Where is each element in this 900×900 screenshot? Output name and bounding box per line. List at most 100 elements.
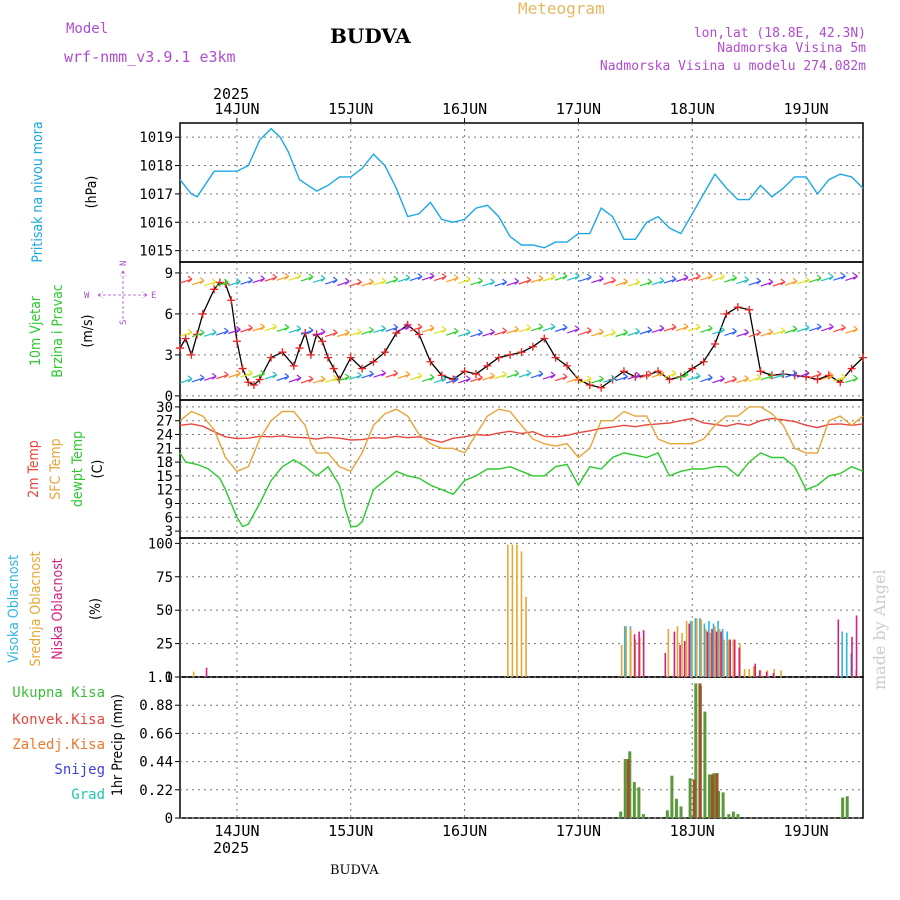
wind-speed-marker [494, 353, 503, 362]
wind-barb [204, 372, 217, 381]
wind-barb [228, 278, 241, 287]
wind-barb [579, 327, 592, 336]
wind-barb [712, 375, 725, 384]
wind-barb [458, 328, 471, 337]
wind-barb [518, 324, 532, 333]
wind-barb [397, 323, 411, 332]
wind-ytick-label: 0 [165, 389, 173, 405]
date-label-bottom: 14JUN [214, 822, 259, 840]
low-cloud-label: Niska Oblacnost [50, 558, 66, 660]
wind-barb [603, 374, 616, 383]
pressure-label: Pritisak na nivou mora [30, 121, 46, 262]
wind-barb [796, 276, 810, 285]
wind-barb [688, 372, 701, 381]
wind-speed-marker [540, 334, 549, 343]
precip-ytick-label: 1.1 [148, 670, 173, 686]
total-precip-bar [703, 711, 707, 818]
precip-legend-1: Ukupna Kisa [12, 685, 105, 701]
total-precip-bar [736, 814, 740, 818]
wind-barb [736, 375, 749, 384]
wind-barb [760, 372, 774, 381]
wind-barb [784, 325, 798, 334]
wind-barb [724, 327, 737, 336]
pressure-ytick-label: 1019 [139, 130, 173, 146]
wind-barb [349, 371, 362, 380]
wind-barb [579, 273, 592, 282]
wind-barb [337, 329, 350, 338]
wind-barb [603, 329, 616, 338]
wind-barb [288, 272, 302, 281]
temperature-ytick-label: 18 [156, 455, 173, 471]
wind-speed-marker [210, 285, 219, 294]
wind-barb [216, 371, 229, 380]
wind-barb [639, 326, 653, 335]
wind-speed-marker [688, 364, 697, 373]
temperature-ytick-label: 30 [156, 400, 173, 416]
total-precip-bar [721, 792, 725, 818]
dewpt-label: dewpt Temp [70, 431, 86, 507]
plot-layer: 1015101610171018101903693691215182124273… [6, 100, 867, 840]
wind-barb [796, 369, 810, 378]
wind-barb [591, 275, 604, 284]
wind-barb [675, 323, 689, 332]
wind-barb [482, 372, 495, 381]
temp-2m-label: 2m Temp [26, 440, 42, 498]
wind-speed-marker [836, 378, 845, 387]
precip-legend-3: Zaledj.Kisa [12, 737, 105, 753]
wind-barb [325, 329, 338, 338]
wind-barb [554, 373, 568, 382]
wind-speed-marker [517, 348, 526, 357]
wind-speed-marker [847, 364, 856, 373]
total-precip-bar [637, 787, 641, 818]
wind-barb [615, 373, 628, 382]
wind-barb [530, 274, 544, 283]
wind-barb [300, 326, 314, 335]
wind-speed-marker [380, 348, 389, 357]
wind-speed-marker [437, 371, 446, 380]
pressure-line [179, 127, 864, 249]
precip-frame [179, 676, 864, 819]
wind-barb [470, 329, 483, 338]
wind-barb [724, 274, 737, 283]
wind-barb [615, 278, 628, 287]
wind-barb [700, 374, 713, 383]
wind-speed-marker [392, 329, 401, 338]
wind-speed-marker [187, 350, 196, 359]
wind-barb [385, 369, 399, 378]
wind-barb [736, 328, 749, 337]
mid-cloud-label: Srednja Oblacnost [28, 551, 44, 666]
wind-barb [373, 277, 386, 286]
wind-barb [712, 326, 725, 335]
wind-barb [772, 327, 786, 336]
wind-barb [216, 278, 229, 287]
precip-ytick-label: 0.22 [139, 783, 173, 799]
wind-barb [736, 276, 749, 285]
wind-barb [542, 273, 556, 282]
wind-speed-marker [506, 350, 515, 359]
pressure-ytick-label: 1018 [139, 159, 173, 175]
wind-barb [288, 374, 302, 383]
wind-barb [361, 326, 374, 335]
wind-speed-marker [198, 309, 207, 318]
conv-precip-bar [626, 759, 630, 818]
date-label-top: 19JUN [784, 100, 829, 118]
wind-barb [772, 370, 786, 379]
wind-barb [325, 276, 338, 285]
total-precip-bar [641, 814, 645, 818]
wind-barb [675, 371, 689, 380]
wind-barb [833, 272, 846, 281]
pressure-panel: 1015 1016 1017 1018 1019 [139, 122, 864, 263]
wind-barb [784, 277, 798, 286]
wind-barb [821, 371, 834, 380]
wind-speed-marker [255, 375, 264, 384]
temperature-ytick-label: 3 [165, 524, 173, 540]
wind-barb [228, 326, 241, 335]
total-precip-bar [688, 778, 692, 818]
wind-barb [276, 323, 290, 332]
wind-barb [821, 323, 834, 332]
year-label-bottom: 2025 [213, 839, 249, 857]
wind-speed-marker [244, 378, 253, 387]
wind-speed-marker [278, 348, 287, 357]
wind-barb [325, 374, 338, 383]
